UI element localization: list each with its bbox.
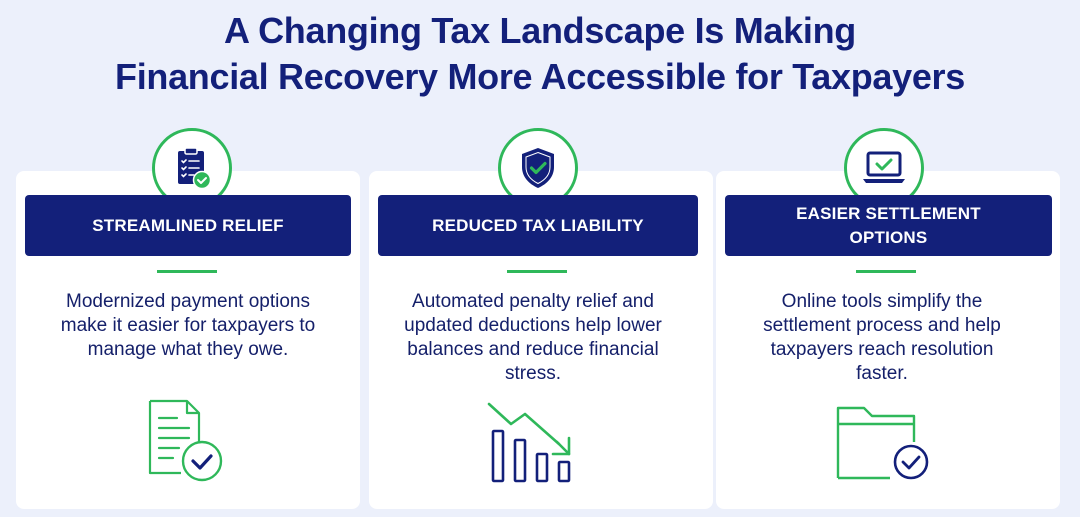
card-description: Online tools simplify the settlement pro… xyxy=(763,291,1001,384)
divider xyxy=(157,270,217,273)
divider xyxy=(856,270,916,273)
title-line-2: Financial Recovery More Accessible for T… xyxy=(115,56,965,97)
card-heading: EASIER SETTLEMENT OPTIONS xyxy=(725,195,1052,256)
declining-bar-chart-icon xyxy=(485,398,585,493)
card-heading-text: EASIER SETTLEMENT OPTIONS xyxy=(796,203,981,247)
title-line-1: A Changing Tax Landscape Is Making xyxy=(224,10,856,51)
card-description: Automated penalty relief and updated ded… xyxy=(404,291,662,384)
card-heading: REDUCED TAX LIABILITY xyxy=(378,195,698,256)
page-title: A Changing Tax Landscape Is Making Finan… xyxy=(0,8,1080,100)
document-check-icon xyxy=(143,398,227,489)
laptop-check-icon xyxy=(844,128,924,208)
card-heading: STREAMLINED RELIEF xyxy=(25,195,351,256)
folder-check-icon xyxy=(834,398,934,489)
divider xyxy=(507,270,567,273)
shield-check-icon xyxy=(498,128,578,208)
card-description: Modernized payment options make it easie… xyxy=(60,291,316,360)
